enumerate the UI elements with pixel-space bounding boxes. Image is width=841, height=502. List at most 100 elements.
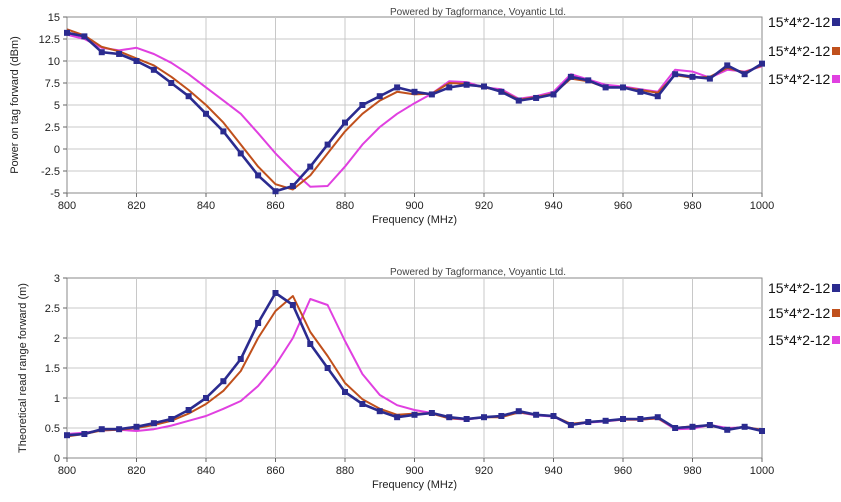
data-point-marker (585, 419, 592, 425)
legend-entry-label: 15*4*2-12 (768, 332, 830, 348)
legend-entry-label: 15*4*2-12 (768, 14, 830, 30)
x-tick-label: 940 (544, 200, 562, 212)
x-tick-label: 960 (614, 465, 632, 477)
data-point-marker (620, 84, 626, 91)
data-point-marker (307, 163, 314, 170)
x-tick-label: 860 (266, 465, 284, 477)
data-point-marker (550, 413, 557, 419)
x-tick-label: 920 (475, 465, 493, 477)
data-point-marker (133, 423, 140, 430)
data-point-marker (498, 88, 505, 95)
x-axis-label: Frequency (MHz) (372, 479, 457, 491)
y-tick-label: -2.5 (41, 166, 60, 178)
data-point-marker (81, 33, 88, 40)
data-point-marker (307, 341, 314, 347)
data-point-marker (394, 84, 401, 91)
data-point-marker (689, 73, 696, 80)
data-point-marker (133, 58, 140, 64)
x-tick-label: 800 (58, 200, 76, 212)
data-point-marker (515, 97, 522, 104)
data-point-marker (272, 188, 279, 195)
data-point-marker (237, 150, 244, 157)
x-tick-label: 1000 (750, 200, 774, 212)
x-tick-label: 920 (475, 200, 493, 212)
data-point-marker (255, 172, 262, 179)
data-point-marker (411, 88, 418, 95)
y-tick-label: 2.5 (45, 122, 60, 134)
data-point-marker (637, 416, 644, 422)
data-point-marker (741, 71, 748, 78)
data-point-marker (203, 110, 209, 117)
legend-swatch (832, 284, 840, 292)
data-point-marker (185, 93, 192, 100)
data-point-marker (376, 408, 383, 415)
data-point-marker (741, 423, 748, 430)
data-point-marker (567, 73, 574, 80)
data-point-marker (463, 81, 470, 88)
data-point-marker (689, 423, 696, 430)
x-tick-label: 820 (127, 200, 145, 212)
data-point-marker (255, 320, 262, 326)
data-point-marker (64, 432, 70, 439)
y-axis-label: Theoretical read range forward (m) (17, 283, 29, 453)
data-point-marker (498, 413, 505, 419)
data-point-marker (289, 302, 296, 308)
data-point-marker (481, 414, 487, 421)
read-range-chart: 800 820 840 860 880 900 920 940 960 980 1000 0 0.5 1 1… (17, 267, 840, 491)
credit-text: Powered by Tagformance, Voyantic Ltd. (390, 7, 566, 18)
data-point-marker (150, 420, 157, 427)
data-point-marker (203, 395, 209, 401)
x-tick-label: 820 (127, 465, 145, 477)
data-point-marker (637, 88, 644, 95)
data-point-marker (759, 60, 765, 67)
y-tick-label: 5 (54, 100, 60, 112)
data-point-marker (185, 407, 192, 413)
data-point-marker (81, 431, 88, 437)
y-tick-label: 2.5 (45, 303, 60, 315)
x-axis-label: Frequency (MHz) (372, 214, 457, 226)
data-point-marker (550, 91, 557, 98)
legend-entry-label: 15*4*2-12 (768, 71, 830, 87)
x-tick-label: 800 (58, 465, 76, 477)
y-tick-label: 0.5 (45, 423, 60, 435)
x-tick-label: 840 (197, 200, 215, 212)
data-point-marker (602, 84, 609, 91)
data-point-marker (533, 94, 540, 101)
data-point-marker (220, 378, 227, 385)
legend-entry-label: 15*4*2-12 (768, 305, 830, 321)
data-point-marker (428, 410, 435, 416)
y-tick-label: 10 (48, 56, 60, 68)
data-point-marker (237, 356, 244, 362)
data-point-marker (567, 422, 574, 428)
data-point-marker (515, 408, 522, 415)
x-tick-label: 980 (683, 200, 701, 212)
x-tick-label: 860 (266, 200, 284, 212)
x-tick-label: 840 (197, 465, 215, 477)
legend-swatch (832, 309, 840, 317)
data-point-marker (150, 66, 157, 73)
y-tick-label: 0 (54, 144, 60, 156)
x-tick-label: 1000 (750, 465, 774, 477)
y-tick-label: 15 (48, 12, 60, 24)
data-point-marker (324, 141, 331, 148)
x-tick-label: 900 (405, 200, 423, 212)
y-tick-label: 1.5 (45, 363, 60, 375)
data-point-marker (324, 365, 331, 371)
data-point-marker (168, 416, 175, 422)
data-point-marker (481, 83, 487, 90)
data-point-marker (98, 49, 105, 56)
data-point-marker (220, 128, 227, 135)
data-point-marker (724, 62, 731, 69)
y-tick-label: 0 (54, 453, 60, 465)
data-point-marker (672, 425, 679, 431)
data-point-marker (64, 29, 70, 36)
data-point-marker (620, 416, 626, 422)
x-tick-label: 940 (544, 465, 562, 477)
data-point-marker (602, 417, 609, 424)
data-point-marker (168, 80, 175, 86)
legend-swatch (832, 18, 840, 26)
x-tick-label: 880 (336, 200, 354, 212)
legend-swatch (832, 47, 840, 55)
y-tick-label: 7.5 (45, 78, 60, 90)
